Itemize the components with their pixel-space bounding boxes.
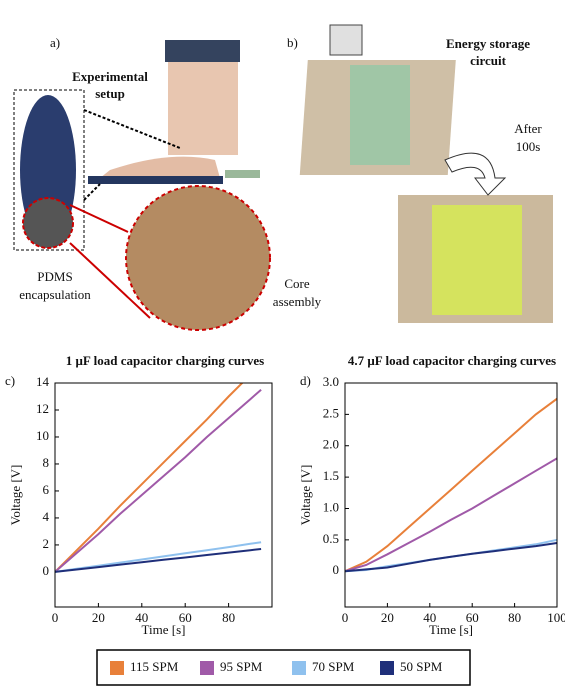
legend-swatch — [200, 661, 214, 675]
photo-a — [13, 40, 271, 331]
y-tick-label: 3.0 — [323, 374, 339, 389]
series-line — [55, 383, 244, 573]
x-tick-label: 60 — [466, 610, 479, 625]
legend-swatch — [292, 661, 306, 675]
caption: After — [514, 121, 542, 136]
x-tick-label: 40 — [135, 610, 148, 625]
series-line — [345, 542, 557, 573]
x-axis-label: Time [s] — [429, 622, 473, 637]
series-line — [55, 541, 262, 573]
caption: setup — [95, 86, 125, 101]
series-line — [55, 548, 262, 573]
caption: Energy storage — [446, 36, 530, 51]
y-tick-label: 0 — [43, 563, 50, 578]
zoom-line — [69, 204, 129, 233]
legend-label: 70 SPM — [312, 659, 355, 674]
sole — [88, 176, 223, 184]
x-tick-label: 20 — [92, 610, 105, 625]
plot-frame — [344, 382, 558, 608]
leds-off — [350, 65, 410, 165]
caption: PDMS — [37, 269, 72, 284]
series-line — [345, 457, 557, 573]
legend-label: 50 SPM — [400, 659, 443, 674]
y-tick-label: 6 — [43, 482, 50, 497]
y-tick-label: 8 — [43, 455, 50, 470]
y-tick-label: 10 — [36, 428, 49, 443]
y-tick-label: 12 — [36, 401, 49, 416]
board — [225, 170, 260, 178]
x-tick-label: 100 — [547, 610, 565, 625]
inset-box — [13, 89, 85, 251]
leg — [168, 45, 238, 155]
y-tick-label: 0 — [333, 562, 340, 577]
panel-label: a) — [50, 35, 60, 50]
jeans — [165, 40, 240, 62]
x-tick-label: 40 — [423, 610, 436, 625]
y-tick-label: 2.5 — [323, 405, 339, 420]
panel-label: c) — [5, 373, 15, 388]
series-line — [345, 397, 557, 573]
caption: assembly — [273, 294, 322, 309]
legend-box — [96, 649, 471, 686]
series-line — [55, 388, 262, 573]
y-tick-label: 1.5 — [323, 468, 339, 483]
y-tick-label: 4 — [43, 509, 50, 524]
x-tick-label: 80 — [222, 610, 235, 625]
caption: encapsulation — [19, 287, 91, 302]
sensor — [22, 197, 74, 249]
x-tick-label: 20 — [381, 610, 394, 625]
chart-title: 4.7 μF load capacitor charging curves — [348, 353, 556, 368]
switch — [329, 24, 363, 56]
chart-title: 1 μF load capacitor charging curves — [66, 353, 264, 368]
foot — [95, 156, 220, 182]
y-tick-label: 2.0 — [323, 437, 339, 452]
y-tick-label: 1.0 — [323, 499, 339, 514]
panel-label: d) — [300, 373, 311, 388]
pointer — [83, 109, 181, 149]
legend-label: 95 SPM — [220, 659, 263, 674]
caption: circuit — [470, 53, 507, 68]
x-axis-label: Time [s] — [142, 622, 186, 637]
series-line — [345, 538, 557, 573]
panel-label: b) — [287, 35, 298, 50]
legend-swatch — [380, 661, 394, 675]
x-tick-label: 0 — [342, 610, 349, 625]
caption: Core — [284, 276, 310, 291]
y-tick-label: 14 — [36, 374, 50, 389]
x-tick-label: 0 — [52, 610, 59, 625]
core-photo — [125, 185, 271, 331]
leds-on — [432, 205, 522, 315]
legend-swatch — [110, 661, 124, 675]
y-axis-label: Voltage [V] — [298, 465, 313, 526]
photo-b — [299, 24, 553, 323]
y-tick-label: 0.5 — [323, 531, 339, 546]
y-axis-label: Voltage [V] — [8, 465, 23, 526]
zoom-line — [69, 242, 151, 319]
caption: Experimental — [72, 69, 148, 84]
arrow — [444, 152, 507, 196]
y-tick-label: 2 — [43, 536, 50, 551]
x-tick-label: 80 — [508, 610, 521, 625]
x-tick-label: 60 — [179, 610, 192, 625]
caption: 100s — [516, 139, 541, 154]
pointer — [83, 183, 101, 201]
legend-label: 115 SPM — [130, 659, 179, 674]
plot-frame — [54, 382, 273, 608]
